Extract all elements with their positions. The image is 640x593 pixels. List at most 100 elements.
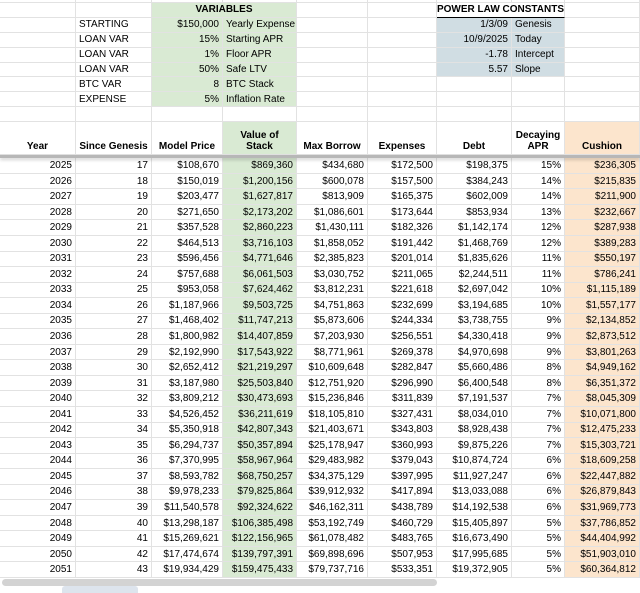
cell-decaying-apr[interactable]: 7% <box>512 438 565 454</box>
cell-model-price[interactable]: $7,370,995 <box>152 453 223 470</box>
cell-max-borrow[interactable]: $1,086,601 <box>297 204 368 221</box>
empty-cell[interactable] <box>368 3 437 18</box>
cell-model-price[interactable]: $271,650 <box>152 204 223 221</box>
cell-cushion[interactable]: $60,364,812 <box>565 562 640 578</box>
cell-cushion[interactable]: $211,900 <box>565 189 640 205</box>
cell-value-of-stack[interactable]: $25,503,840 <box>223 375 297 392</box>
cell-model-price[interactable]: $464,513 <box>152 235 223 252</box>
empty-cell[interactable] <box>368 107 437 123</box>
cell-since-genesis[interactable]: 20 <box>76 204 152 221</box>
cell-model-price[interactable]: $757,688 <box>152 267 223 283</box>
cell-since-genesis[interactable]: 43 <box>76 562 152 578</box>
cell-max-borrow[interactable]: $2,385,823 <box>297 251 368 268</box>
empty-cell[interactable] <box>512 0 565 3</box>
variables-category-cell[interactable]: LOAN VAR <box>76 32 152 48</box>
cell-since-genesis[interactable]: 32 <box>76 391 152 407</box>
cell-cushion[interactable]: $51,903,010 <box>565 546 640 563</box>
cell-max-borrow[interactable]: $18,105,810 <box>297 406 368 423</box>
cell-expenses[interactable]: $327,431 <box>368 406 437 423</box>
empty-cell[interactable] <box>297 47 368 63</box>
empty-cell[interactable] <box>565 107 640 123</box>
cell-decaying-apr[interactable]: 9% <box>512 329 565 345</box>
cell-since-genesis[interactable]: 42 <box>76 546 152 563</box>
cell-value-of-stack[interactable]: $3,716,103 <box>223 235 297 252</box>
sheet-tab-stub[interactable] <box>62 586 138 593</box>
variables-name-cell[interactable]: Yearly Expense <box>223 17 297 33</box>
variables-value-cell[interactable]: 50% <box>152 62 223 78</box>
cell-year[interactable]: 2026 <box>0 173 76 190</box>
cell-year[interactable]: 2033 <box>0 282 76 299</box>
cell-model-price[interactable]: $2,652,412 <box>152 360 223 376</box>
cell-decaying-apr[interactable]: 7% <box>512 422 565 439</box>
cell-max-borrow[interactable]: $10,609,648 <box>297 360 368 376</box>
cell-model-price[interactable]: $150,019 <box>152 173 223 190</box>
cell-model-price[interactable]: $15,269,621 <box>152 531 223 547</box>
cell-decaying-apr[interactable]: 5% <box>512 515 565 532</box>
cell-cushion[interactable]: $2,134,852 <box>565 313 640 330</box>
cell-max-borrow[interactable]: $8,771,961 <box>297 344 368 361</box>
empty-cell[interactable] <box>437 0 512 3</box>
cell-decaying-apr[interactable]: 6% <box>512 500 565 516</box>
empty-cell[interactable] <box>565 47 640 63</box>
column-header-since-genesis[interactable]: Since Genesis <box>76 122 152 156</box>
cell-expenses[interactable]: $173,644 <box>368 204 437 221</box>
cell-max-borrow[interactable]: $34,375,129 <box>297 469 368 485</box>
cell-year[interactable]: 2028 <box>0 204 76 221</box>
column-header-cushion[interactable]: Cushion <box>565 122 640 156</box>
empty-cell[interactable] <box>0 107 76 123</box>
cell-max-borrow[interactable]: $1,430,111 <box>297 220 368 236</box>
power-law-value-cell[interactable]: 1/3/09 <box>437 17 512 33</box>
cell-debt[interactable]: $15,405,897 <box>437 515 512 532</box>
cell-value-of-stack[interactable]: $30,473,693 <box>223 391 297 407</box>
cell-cushion[interactable]: $18,609,258 <box>565 453 640 470</box>
cell-since-genesis[interactable]: 37 <box>76 469 152 485</box>
cell-expenses[interactable]: $417,894 <box>368 484 437 501</box>
cell-model-price[interactable]: $17,474,674 <box>152 546 223 563</box>
cell-since-genesis[interactable]: 17 <box>76 158 152 174</box>
variables-value-cell[interactable]: $150,000 <box>152 17 223 33</box>
cell-cushion[interactable]: $44,404,992 <box>565 531 640 547</box>
empty-cell[interactable] <box>297 62 368 78</box>
cell-debt[interactable]: $13,033,088 <box>437 484 512 501</box>
cell-debt[interactable]: $198,375 <box>437 158 512 174</box>
cell-year[interactable]: 2030 <box>0 235 76 252</box>
cell-decaying-apr[interactable]: 7% <box>512 391 565 407</box>
cell-since-genesis[interactable]: 26 <box>76 298 152 314</box>
cell-value-of-stack[interactable]: $50,357,894 <box>223 438 297 454</box>
cell-year[interactable]: 2038 <box>0 360 76 376</box>
variables-title-cell[interactable]: VARIABLES <box>152 3 297 18</box>
cell-year[interactable]: 2034 <box>0 298 76 314</box>
cell-year[interactable]: 2047 <box>0 500 76 516</box>
cell-year[interactable]: 2036 <box>0 329 76 345</box>
cell-debt[interactable]: $7,191,537 <box>437 391 512 407</box>
cell-expenses[interactable]: $182,326 <box>368 220 437 236</box>
empty-cell[interactable] <box>512 92 565 108</box>
cell-debt[interactable]: $1,142,174 <box>437 220 512 236</box>
cell-value-of-stack[interactable]: $2,173,202 <box>223 204 297 221</box>
empty-cell[interactable] <box>437 92 512 108</box>
cell-since-genesis[interactable]: 36 <box>76 453 152 470</box>
variables-value-cell[interactable]: 5% <box>152 92 223 108</box>
power-law-value-cell[interactable]: 10/9/2025 <box>437 32 512 48</box>
cell-since-genesis[interactable]: 24 <box>76 267 152 283</box>
empty-cell[interactable] <box>437 107 512 123</box>
empty-cell[interactable] <box>76 107 152 123</box>
variables-value-cell[interactable]: 1% <box>152 47 223 63</box>
variables-category-cell[interactable]: STARTING <box>76 17 152 33</box>
cell-model-price[interactable]: $11,540,578 <box>152 500 223 516</box>
empty-cell[interactable] <box>0 17 76 33</box>
cell-cushion[interactable]: $31,969,773 <box>565 500 640 516</box>
empty-cell[interactable] <box>297 32 368 48</box>
cell-debt[interactable]: $10,874,724 <box>437 453 512 470</box>
cell-debt[interactable]: $8,034,010 <box>437 406 512 423</box>
cell-decaying-apr[interactable]: 12% <box>512 220 565 236</box>
cell-decaying-apr[interactable]: 10% <box>512 298 565 314</box>
cell-debt[interactable]: $1,468,769 <box>437 235 512 252</box>
cell-value-of-stack[interactable]: $92,324,622 <box>223 500 297 516</box>
empty-cell[interactable] <box>297 77 368 93</box>
cell-value-of-stack[interactable]: $11,747,213 <box>223 313 297 330</box>
empty-cell[interactable] <box>565 62 640 78</box>
empty-cell[interactable] <box>368 32 437 48</box>
cell-cushion[interactable]: $8,045,309 <box>565 391 640 407</box>
cell-cushion[interactable]: $26,879,843 <box>565 484 640 501</box>
